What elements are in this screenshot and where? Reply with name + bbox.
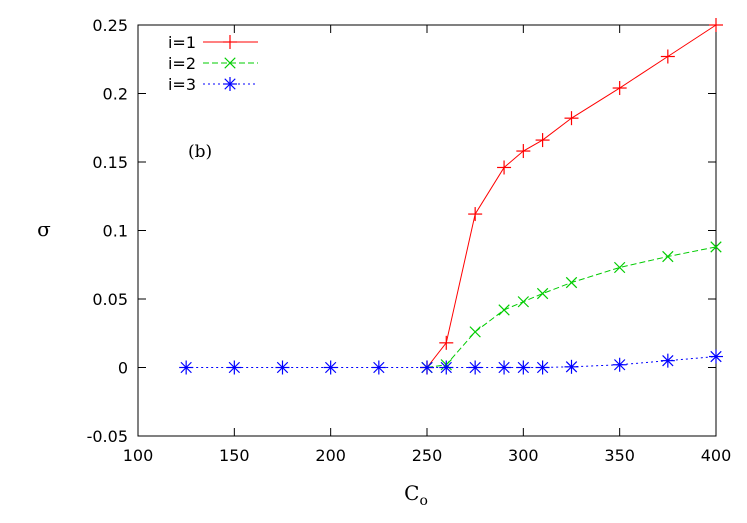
x-tick-label: 100 <box>123 446 154 465</box>
y-tick-label: 0.25 <box>92 16 128 35</box>
series-1-point <box>660 49 675 64</box>
series-3-point <box>612 357 627 372</box>
x-tick-label: 300 <box>508 446 539 465</box>
legend: i=1 i=2 i=3 <box>168 33 258 94</box>
series-3-point <box>468 360 483 375</box>
series-1-point <box>516 144 531 159</box>
series-2-point <box>498 304 510 316</box>
series-2-line <box>426 246 717 368</box>
series-3-point <box>497 360 512 375</box>
y-tick-label: 0.15 <box>92 153 128 172</box>
series-3-point <box>227 360 242 375</box>
series-2-point <box>469 326 481 338</box>
x-tick-label: 350 <box>604 446 635 465</box>
series-2 <box>421 241 722 374</box>
series-2-point <box>536 287 549 300</box>
series-3-point <box>420 360 434 375</box>
series-1 <box>420 18 723 375</box>
legend-marker <box>223 35 237 49</box>
series-3-point <box>564 359 579 374</box>
x-axis-label-main: C <box>404 481 419 505</box>
y-tick-label: 0.2 <box>103 85 128 104</box>
x-axis-ticks: 100 150 200 250 300 350 400 <box>123 25 732 465</box>
series-3-point <box>660 353 675 368</box>
x-axis-label: Co <box>404 481 428 509</box>
legend-marker <box>224 57 236 69</box>
series-3-point <box>535 360 550 375</box>
series-1-point <box>468 207 483 222</box>
x-tick-label: 200 <box>315 446 346 465</box>
x-tick-label: 400 <box>701 446 732 465</box>
series-1-point <box>439 335 454 350</box>
series-3-point <box>275 360 290 375</box>
y-tick-label: 0.1 <box>103 222 128 241</box>
y-tick-label: -0.05 <box>87 427 128 446</box>
legend-marker <box>223 77 237 91</box>
series-3-point <box>439 360 454 375</box>
annotation-label: (b) <box>188 142 212 162</box>
series-3-point <box>709 349 723 364</box>
series-2-point <box>517 296 530 308</box>
series-layer <box>179 18 723 375</box>
series-3-point <box>179 360 194 375</box>
series-2-point <box>565 276 578 289</box>
series-1-point <box>564 111 579 126</box>
legend-label: i=1 <box>168 33 196 52</box>
series-3-point <box>323 360 338 375</box>
y-tick-label: 0.05 <box>92 290 128 309</box>
series-1-line <box>426 24 717 368</box>
series-1-point <box>612 81 627 96</box>
series-1-point <box>497 160 512 175</box>
legend-label: i=3 <box>168 75 196 94</box>
y-axis-label: σ <box>37 217 51 241</box>
y-axis-ticks: -0.05 0 0.05 0.1 0.15 0.2 0.25 <box>87 16 716 446</box>
y-tick-label: 0 <box>118 359 128 378</box>
series-2-point <box>613 261 626 274</box>
series-2-point <box>710 241 722 253</box>
series-1-point <box>535 133 550 148</box>
series-3-point <box>516 360 531 375</box>
x-tick-label: 250 <box>412 446 443 465</box>
legend-label: i=2 <box>168 54 196 73</box>
series-3 <box>179 349 723 375</box>
x-axis-label-subscript: o <box>419 493 427 509</box>
series-2-point <box>662 250 674 263</box>
series-1-point <box>709 18 723 32</box>
x-tick-label: 150 <box>219 446 250 465</box>
series-3-point <box>371 360 386 375</box>
